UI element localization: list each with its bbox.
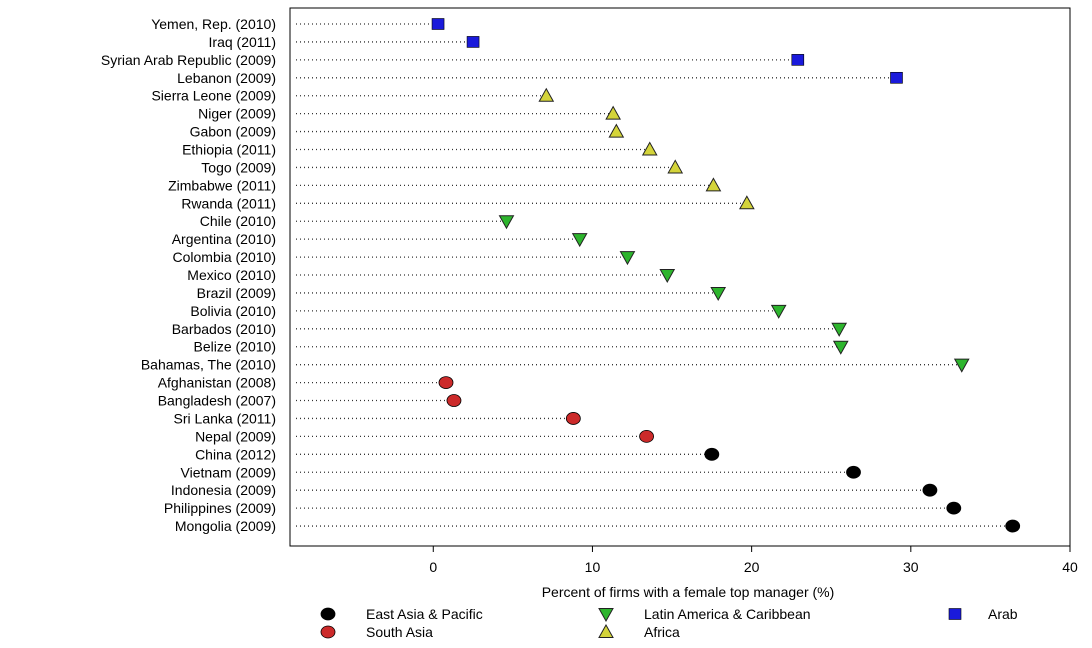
- marker-yemen-rep-2010: [431, 18, 445, 30]
- legend-marker-arab: [948, 608, 962, 620]
- category-label-rwanda-2011: Rwanda (2011): [181, 195, 276, 211]
- x-tick-label: 40: [1062, 559, 1078, 575]
- marker-bangladesh-2007: [446, 394, 462, 407]
- marker-colombia-2010: [619, 251, 636, 266]
- legend-label-arab: Arab: [988, 606, 1018, 622]
- marker-indonesia-2009: [922, 483, 938, 497]
- legend-label-east-asia-pacific: East Asia & Pacific: [366, 606, 483, 622]
- marker-bahamas-the-2010: [953, 358, 970, 373]
- x-axis: 0 10 20 30 40: [429, 546, 1078, 575]
- category-label-belize-2010: Belize (2010): [194, 339, 277, 355]
- marker-argentina-2010: [571, 233, 588, 248]
- marker-sierra-leone-2009: [538, 87, 555, 102]
- marker-syrian-arab-republic-2009: [791, 54, 805, 66]
- legend-marker-latin-america-caribbean: [598, 608, 614, 623]
- category-label-bangladesh-2007: Bangladesh (2007): [158, 393, 276, 409]
- marker-belize-2010: [832, 340, 849, 355]
- marker-mongolia-2009: [1005, 519, 1021, 533]
- category-label-china-2012: China (2012): [195, 446, 276, 462]
- legend-label-africa: Africa: [644, 624, 680, 640]
- x-axis-title: Percent of firms with a female top manag…: [542, 584, 835, 600]
- legend-label-latin-america-caribbean: Latin America & Caribbean: [644, 606, 811, 622]
- x-tick-label: 0: [429, 559, 437, 575]
- marker-niger-2009: [605, 105, 621, 120]
- marker-togo-2009: [667, 159, 684, 174]
- category-label-indonesia-2009: Indonesia (2009): [171, 482, 276, 498]
- marker-sri-lanka-2011: [565, 412, 581, 425]
- category-label-bahamas-the-2010: Bahamas, The (2010): [141, 357, 276, 373]
- marker-mexico-2010: [659, 269, 676, 284]
- marker-philippines-2009: [946, 501, 962, 515]
- marker-vietnam-2009: [846, 465, 861, 479]
- marker-gabon-2009: [608, 123, 625, 138]
- category-label-bolivia-2010: Bolivia (2010): [190, 303, 276, 319]
- category-label-ethiopia-2011: Ethiopia (2011): [182, 142, 276, 158]
- category-label-barbados-2010: Barbados (2010): [172, 321, 276, 337]
- legend: East Asia & Pacific Latin America & Carib…: [320, 606, 1018, 640]
- marker-afghanistan-2008: [438, 376, 454, 390]
- marker-chile-2010: [498, 215, 515, 230]
- category-label-argentina-2010: Argentina (2010): [172, 231, 276, 247]
- marker-lebanon-2009: [890, 71, 903, 84]
- legend-marker-south-asia: [320, 625, 336, 639]
- marker-rwanda-2011: [739, 195, 755, 210]
- data-markers: [431, 18, 1021, 533]
- marker-iraq-2011: [466, 36, 480, 48]
- dotted-guides: [296, 23, 1013, 527]
- category-labels: Yemen, Rep. (2010) Iraq (2011) Syrian Arab…: [101, 16, 276, 534]
- category-label-vietnam-2009: Vietnam (2009): [181, 464, 276, 480]
- legend-marker-east-asia-pacific: [320, 607, 336, 621]
- category-label-iraq-2011: Iraq (2011): [209, 34, 276, 50]
- category-label-mongolia-2009: Mongolia (2009): [175, 518, 276, 534]
- marker-zimbabwe-2011: [705, 177, 722, 192]
- category-label-mexico-2010: Mexico (2010): [187, 267, 276, 283]
- marker-nepal-2009: [639, 429, 654, 443]
- category-label-syrian-arab-republic-2009: Syrian Arab Republic (2009): [101, 52, 276, 68]
- legend-label-south-asia: South Asia: [366, 624, 433, 640]
- marker-ethiopia-2011: [641, 141, 658, 156]
- marker-bolivia-2010: [770, 304, 787, 319]
- plot-border: [289, 7, 1071, 547]
- category-label-yemen-rep-2010: Yemen, Rep. (2010): [151, 16, 276, 32]
- category-label-togo-2009: Togo (2009): [201, 159, 276, 175]
- category-label-colombia-2010: Colombia (2010): [173, 249, 277, 265]
- marker-barbados-2010: [831, 322, 848, 337]
- x-tick-label: 10: [585, 559, 601, 575]
- category-label-sri-lanka-2011: Sri Lanka (2011): [174, 410, 276, 426]
- marker-brazil-2009: [710, 286, 727, 301]
- category-label-gabon-2009: Gabon (2009): [190, 124, 276, 140]
- category-label-nepal-2009: Nepal (2009): [195, 428, 276, 444]
- category-label-chile-2010: Chile (2010): [200, 213, 276, 229]
- category-label-philippines-2009: Philippines (2009): [164, 500, 276, 516]
- category-label-zimbabwe-2011: Zimbabwe (2011): [168, 177, 276, 193]
- category-label-lebanon-2009: Lebanon (2009): [177, 70, 276, 86]
- marker-china-2012: [704, 447, 720, 461]
- category-label-brazil-2009: Brazil (2009): [197, 285, 276, 301]
- category-label-afghanistan-2008: Afghanistan (2008): [158, 375, 276, 391]
- x-tick-label: 30: [903, 559, 919, 575]
- x-tick-label: 20: [744, 559, 760, 575]
- category-label-sierra-leone-2009: Sierra Leone (2009): [151, 88, 276, 104]
- plot-area: [289, 7, 1071, 547]
- legend-marker-africa: [598, 623, 614, 638]
- category-label-niger-2009: Niger (2009): [198, 106, 276, 122]
